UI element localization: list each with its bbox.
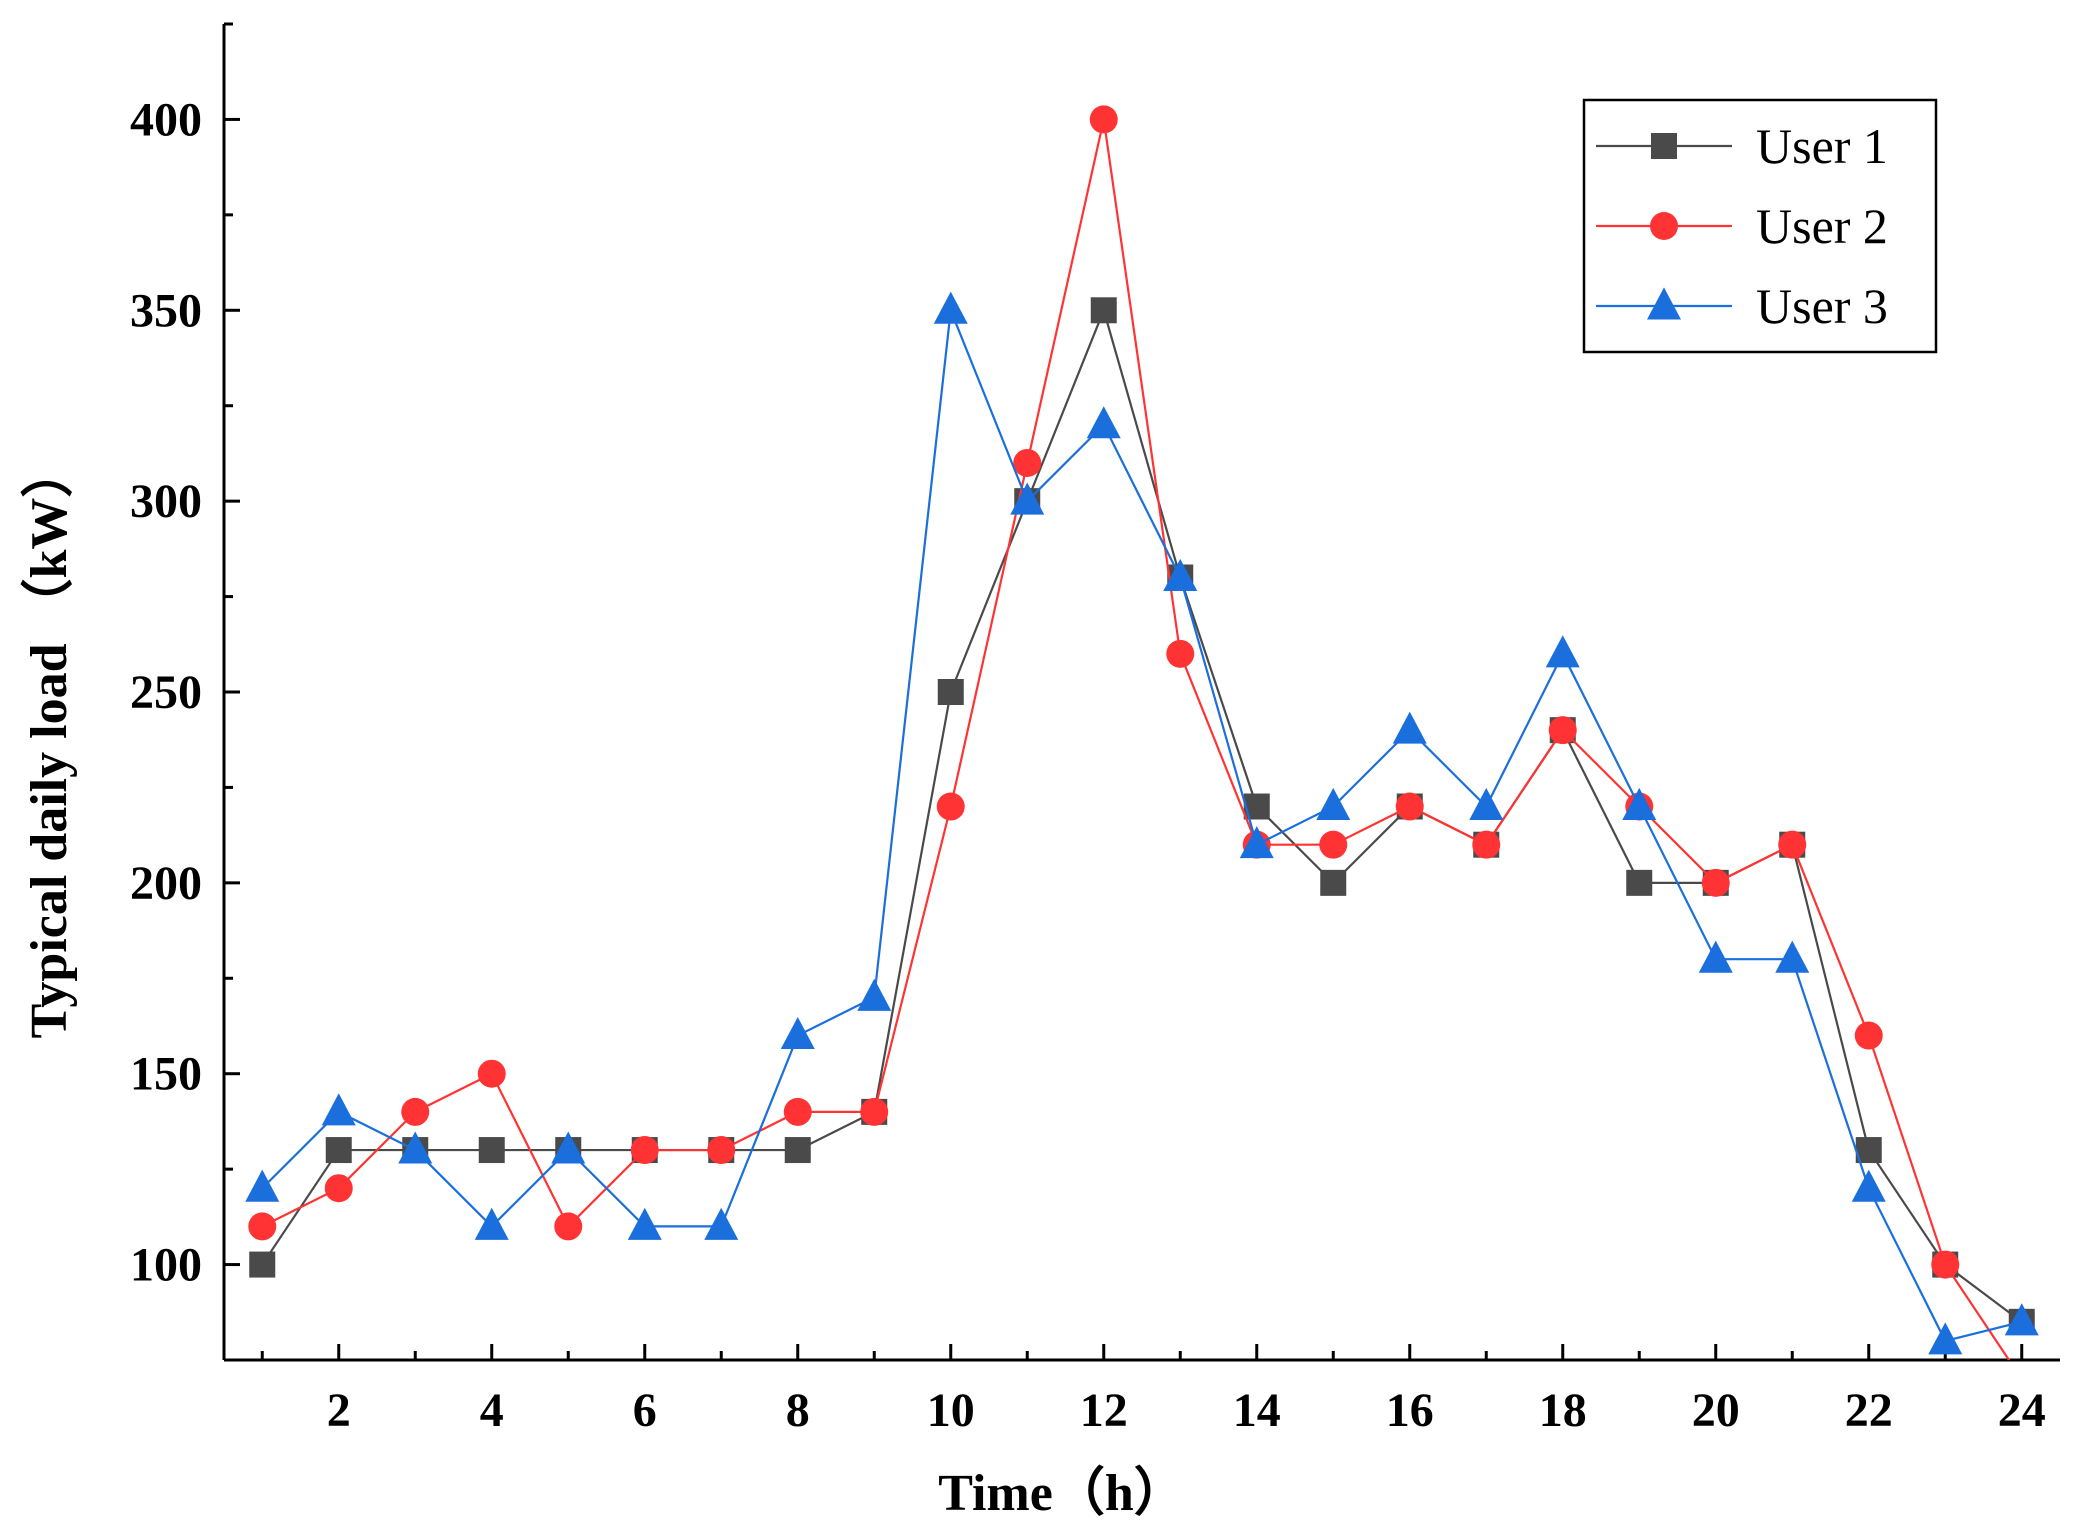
point-s2-x5 xyxy=(554,1212,583,1241)
point-s3-x14 xyxy=(1239,826,1274,859)
point-s3-x7 xyxy=(704,1207,739,1240)
point-s1-x15 xyxy=(1320,869,1347,896)
point-s2-x20 xyxy=(1701,868,1730,897)
x-tick-label-22: 22 xyxy=(1845,1384,1893,1437)
point-s2-x15 xyxy=(1319,830,1348,859)
legend-marker-3 xyxy=(1647,287,1681,320)
series-line-3 xyxy=(261,309,2023,1343)
series-line-2 xyxy=(261,119,2011,1360)
point-s3-x24 xyxy=(2004,1303,2039,1336)
point-s3-x2 xyxy=(321,1093,356,1126)
point-s3-x4 xyxy=(474,1207,509,1240)
legend-marker-2 xyxy=(1650,212,1678,240)
point-s2-x8 xyxy=(783,1097,812,1126)
x-tick-label-2: 2 xyxy=(327,1384,351,1437)
x-tick-label-4: 4 xyxy=(480,1384,504,1437)
point-s3-x18 xyxy=(1545,635,1580,668)
legend-label-3: User 3 xyxy=(1756,278,1888,334)
series-1 xyxy=(249,297,2035,1335)
y-tick-label-350: 350 xyxy=(130,284,202,337)
point-s3-x16 xyxy=(1392,711,1427,744)
point-s2-x6 xyxy=(630,1136,659,1165)
point-s2-x21 xyxy=(1778,830,1807,859)
point-s3-x19 xyxy=(1622,787,1657,821)
point-s3-x10 xyxy=(933,291,968,324)
legend-label-1: User 1 xyxy=(1756,118,1888,174)
x-tick-label-24: 24 xyxy=(1998,1384,2046,1437)
point-s1-x12 xyxy=(1090,297,1117,324)
point-s3-x17 xyxy=(1469,787,1504,821)
x-tick-label-18: 18 xyxy=(1539,1384,1587,1437)
y-tick-label-250: 250 xyxy=(130,666,202,719)
series-3 xyxy=(245,291,2039,1355)
x-tick-label-6: 6 xyxy=(633,1384,657,1437)
x-tick-label-16: 16 xyxy=(1386,1384,1434,1437)
point-s2-x18 xyxy=(1548,716,1577,745)
point-s2-x2 xyxy=(324,1174,353,1203)
point-s3-x5 xyxy=(551,1131,586,1164)
point-s3-x11 xyxy=(1010,482,1045,515)
point-s3-x20 xyxy=(1698,940,1733,973)
point-s3-x15 xyxy=(1316,787,1351,821)
point-s2-x1 xyxy=(248,1212,277,1241)
legend-marker-1 xyxy=(1651,133,1677,159)
y-axis-title: Typical daily load （kW） xyxy=(20,446,78,1039)
point-s2-x16 xyxy=(1395,792,1424,821)
point-s2-x12 xyxy=(1089,105,1118,134)
x-tick-label-14: 14 xyxy=(1233,1384,1281,1437)
point-s2-x11 xyxy=(1013,448,1042,477)
point-s1-x8 xyxy=(784,1137,811,1164)
y-tick-label-300: 300 xyxy=(130,475,202,528)
y-tick-label-150: 150 xyxy=(130,1048,202,1101)
x-tick-label-12: 12 xyxy=(1080,1384,1128,1437)
x-tick-label-10: 10 xyxy=(927,1384,975,1437)
point-s3-x21 xyxy=(1775,940,1810,973)
point-s3-x1 xyxy=(245,1169,280,1202)
point-s3-x13 xyxy=(1163,558,1198,591)
point-s1-x22 xyxy=(1855,1137,1882,1164)
point-s2-x13 xyxy=(1166,639,1195,668)
series-layer xyxy=(245,105,2039,1360)
point-s2-x17 xyxy=(1472,830,1501,859)
point-s1-x10 xyxy=(937,679,964,705)
point-s3-x9 xyxy=(857,978,892,1011)
point-s1-x2 xyxy=(325,1137,352,1164)
point-s1-x4 xyxy=(478,1137,505,1164)
point-s3-x3 xyxy=(398,1131,433,1164)
series-2 xyxy=(248,105,2011,1360)
point-s2-x4 xyxy=(477,1059,506,1088)
x-tick-label-8: 8 xyxy=(786,1384,810,1437)
point-s2-x9 xyxy=(860,1097,889,1126)
series-line-1 xyxy=(261,306,2023,1323)
legend-label-2: User 2 xyxy=(1756,198,1888,254)
point-s3-x8 xyxy=(780,1016,815,1050)
point-s1-x1 xyxy=(249,1251,276,1278)
x-tick-label-20: 20 xyxy=(1692,1384,1740,1437)
legend: User 1 User 2 User 3 xyxy=(1582,98,1938,354)
point-s2-x22 xyxy=(1854,1021,1883,1050)
y-tick-label-200: 200 xyxy=(130,857,202,910)
point-s2-x7 xyxy=(707,1136,736,1165)
point-s3-x22 xyxy=(1851,1169,1886,1202)
y-tick-label-100: 100 xyxy=(130,1239,202,1292)
point-s1-x19 xyxy=(1626,869,1653,896)
point-s3-x6 xyxy=(627,1207,662,1240)
point-s2-x3 xyxy=(401,1097,430,1126)
point-s2-x10 xyxy=(936,792,965,821)
point-s2-x23 xyxy=(1931,1250,1960,1279)
point-s3-x23 xyxy=(1928,1322,1963,1355)
point-s3-x12 xyxy=(1086,406,1121,439)
x-axis-title: Time（h） xyxy=(938,1464,1186,1522)
y-tick-label-400: 400 xyxy=(130,93,202,146)
